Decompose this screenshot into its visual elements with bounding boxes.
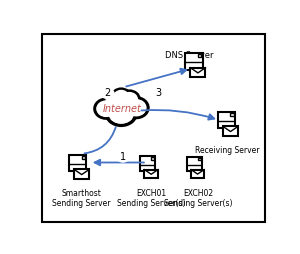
Text: DNS Server: DNS Server bbox=[165, 51, 214, 60]
Text: 3: 3 bbox=[155, 88, 161, 98]
Circle shape bbox=[116, 151, 130, 162]
Circle shape bbox=[152, 88, 165, 99]
Bar bbox=[191, 170, 204, 178]
Circle shape bbox=[106, 100, 136, 125]
Text: EXCH01
Sending Server(s): EXCH01 Sending Server(s) bbox=[117, 189, 186, 208]
Bar bbox=[230, 113, 234, 116]
Text: 2: 2 bbox=[104, 88, 110, 98]
Bar bbox=[223, 126, 238, 136]
Bar bbox=[185, 53, 202, 70]
Bar bbox=[198, 54, 201, 57]
Bar bbox=[74, 169, 89, 179]
Bar bbox=[82, 156, 85, 158]
Circle shape bbox=[120, 91, 139, 107]
FancyBboxPatch shape bbox=[42, 34, 266, 222]
Circle shape bbox=[104, 92, 124, 108]
Circle shape bbox=[101, 88, 114, 99]
Bar bbox=[187, 157, 202, 171]
Text: Smarthost
Sending Server: Smarthost Sending Server bbox=[52, 189, 111, 208]
Circle shape bbox=[106, 93, 122, 107]
Text: Internet: Internet bbox=[103, 104, 142, 114]
Circle shape bbox=[109, 102, 134, 123]
Circle shape bbox=[112, 89, 130, 104]
Circle shape bbox=[114, 90, 128, 103]
Bar bbox=[218, 112, 235, 128]
Text: EXCH02
Sending Server(s): EXCH02 Sending Server(s) bbox=[164, 189, 232, 208]
Circle shape bbox=[125, 98, 148, 118]
Circle shape bbox=[97, 101, 115, 116]
Bar bbox=[190, 68, 206, 77]
Bar bbox=[198, 158, 200, 161]
Bar bbox=[151, 157, 154, 160]
Text: Receiving Server: Receiving Server bbox=[195, 146, 259, 155]
Bar bbox=[69, 155, 86, 171]
Bar bbox=[144, 170, 158, 178]
Circle shape bbox=[127, 100, 146, 116]
Circle shape bbox=[95, 99, 117, 118]
Text: 1: 1 bbox=[120, 152, 126, 162]
Bar bbox=[140, 156, 155, 171]
Circle shape bbox=[121, 93, 137, 106]
